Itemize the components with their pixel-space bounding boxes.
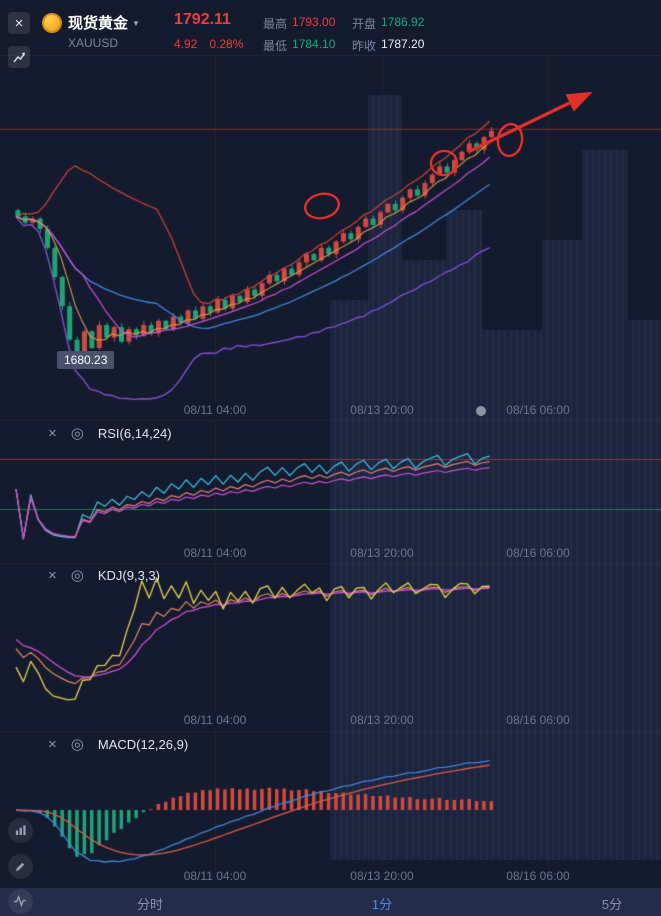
axis-label: 08/13 20:00 <box>350 713 414 727</box>
close-icon[interactable]: × <box>48 567 57 584</box>
timeframe-tabbar: 分时 1分 5分 <box>0 888 661 916</box>
kdj-header: × ◎ KDJ(9,3,3) <box>48 568 160 583</box>
stat-label: 昨收 <box>352 39 377 53</box>
stat-prev-close: 昨收 1787.20 <box>352 37 424 54</box>
settings-target-icon[interactable]: ◎ <box>70 425 84 442</box>
rsi-header: × ◎ RSI(6,14,24) <box>48 426 172 441</box>
axis-label: 08/13 20:00 <box>350 546 414 560</box>
stat-value: 1784.10 <box>292 37 336 51</box>
stat-high: 最高 1793.00 <box>263 15 335 32</box>
symbol-name: 现货黄金 <box>68 15 129 32</box>
axis-label: 08/16 06:00 <box>506 869 570 883</box>
axis-label: 08/11 04:00 <box>183 546 247 560</box>
stat-value: 1793.00 <box>292 15 336 29</box>
axis-label: 08/11 04:00 <box>183 403 247 417</box>
pencil-icon <box>15 862 25 872</box>
close-icon[interactable]: × <box>48 425 57 442</box>
close-icon: × <box>14 14 24 32</box>
stat-label: 开盘 <box>352 17 377 31</box>
price-change: 4.92 0.28% <box>174 37 243 51</box>
axis-label: 08/16 06:00 <box>506 546 570 560</box>
close-icon[interactable]: × <box>48 736 57 753</box>
indicator-list-button[interactable] <box>8 818 33 843</box>
settings-target-icon[interactable]: ◎ <box>70 736 84 753</box>
lowest-price-tag: 1680.23 <box>57 351 115 369</box>
axis-label: 08/16 06:00 <box>506 713 570 727</box>
symbol-code: XAUUSD <box>68 36 119 50</box>
stat-value: 1787.20 <box>381 37 425 51</box>
tab-5min[interactable]: 5分 <box>601 897 623 912</box>
rsi-label: RSI(6,14,24) <box>97 426 172 441</box>
symbol-logo-icon <box>42 13 62 33</box>
time-axis-rsi: 08/11 04:00 08/13 20:00 08/16 06:00 <box>0 546 661 564</box>
change-value: 4.92 <box>174 37 198 51</box>
bar-chart-icon <box>15 825 26 836</box>
scroll-position-dot[interactable] <box>476 406 486 416</box>
draw-button[interactable] <box>8 854 33 879</box>
axis-label: 08/11 04:00 <box>183 869 247 883</box>
macd-header: × ◎ MACD(12,26,9) <box>48 737 188 752</box>
oscillator-button[interactable] <box>8 889 33 914</box>
kdj-label: KDJ(9,3,3) <box>97 568 160 583</box>
axis-label: 08/13 20:00 <box>350 403 414 417</box>
chevron-down-icon: ▼ <box>132 19 140 28</box>
stat-open: 开盘 1786.92 <box>352 15 424 32</box>
tab-timeshare[interactable]: 分时 <box>136 897 164 912</box>
last-price: 1792.11 <box>174 11 231 28</box>
close-button[interactable]: × <box>8 12 30 34</box>
time-axis-main: 08/11 04:00 08/13 20:00 08/16 06:00 <box>0 403 661 421</box>
stat-low: 最低 1784.10 <box>263 37 335 54</box>
symbol-title[interactable]: 现货黄金 ▼ <box>68 12 140 33</box>
axis-label: 08/16 06:00 <box>506 403 570 417</box>
axis-label: 08/13 20:00 <box>350 869 414 883</box>
macd-label: MACD(12,26,9) <box>97 737 189 752</box>
stat-value: 1786.92 <box>381 15 425 29</box>
pulse-wave-icon <box>14 895 27 908</box>
settings-target-icon[interactable]: ◎ <box>70 567 84 584</box>
change-percent: 0.28% <box>209 37 244 51</box>
time-axis-macd: 08/11 04:00 08/13 20:00 08/16 06:00 <box>0 869 661 887</box>
time-axis-kdj: 08/11 04:00 08/13 20:00 08/16 06:00 <box>0 713 661 731</box>
axis-label: 08/11 04:00 <box>183 713 247 727</box>
stat-label: 最低 <box>263 39 288 53</box>
stat-label: 最高 <box>263 17 288 31</box>
tab-1min[interactable]: 1分 <box>371 897 393 912</box>
kdj-panel-canvas[interactable] <box>0 563 661 712</box>
